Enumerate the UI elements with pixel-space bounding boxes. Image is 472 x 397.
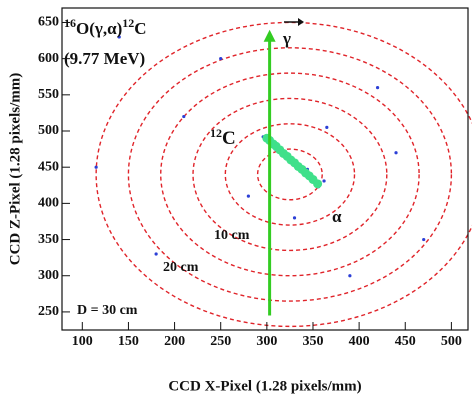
x-tick-label: 250 — [210, 334, 231, 349]
x-tick-label: 400 — [349, 334, 370, 349]
y-tick-label: 400 — [38, 196, 59, 211]
hit-point — [219, 57, 222, 60]
photon-label: γ — [282, 29, 291, 48]
hit-point — [182, 115, 185, 118]
reaction-label: 16O(γ,α)12C — [64, 16, 147, 38]
x-tick-label: 200 — [164, 334, 185, 349]
y-tick-label: 350 — [38, 232, 59, 247]
alpha-label: α — [332, 207, 342, 226]
reaction-text: C — [134, 19, 146, 38]
y-tick-label: 550 — [38, 87, 59, 102]
vector-head — [298, 18, 304, 26]
y-tick-label: 300 — [38, 268, 59, 283]
chart: 16O(γ,α)12C (9.77 MeV) γ 12C α 10 cm 20 … — [0, 0, 472, 397]
hit-point — [325, 126, 328, 129]
y-tick-label: 650 — [38, 15, 59, 30]
y-tick-label: 600 — [38, 51, 59, 66]
hit-point — [95, 166, 98, 169]
x-tick-label: 150 — [118, 334, 139, 349]
y-axis-label: CCD Z-Pixel (1.28 pixels/mm) — [7, 73, 23, 265]
x-tick-label: 450 — [395, 334, 416, 349]
x-tick-label: 350 — [302, 334, 323, 349]
y-tick-label: 500 — [38, 123, 59, 138]
ring-label: D = 30 cm — [77, 303, 138, 318]
y-tick-label: 450 — [38, 159, 59, 174]
vector-arrow — [284, 18, 304, 26]
track-point — [313, 179, 322, 188]
x-tick-label: 500 — [441, 334, 462, 349]
hit-point — [376, 86, 379, 89]
hit-point — [247, 195, 250, 198]
distance-ring — [161, 73, 419, 276]
plot-area — [95, 22, 472, 326]
distance-ring — [96, 22, 472, 326]
hit-point — [155, 252, 158, 255]
superscript: 12 — [210, 126, 222, 140]
hit-point — [322, 179, 325, 182]
hit-point — [293, 216, 296, 219]
ring-label: 10 cm — [214, 228, 250, 243]
carbon-label: 12C — [210, 126, 236, 150]
hit-point — [394, 151, 397, 154]
carbon-text: C — [222, 128, 236, 149]
energy-label: (9.77 MeV) — [64, 49, 145, 68]
x-tick-label: 300 — [256, 334, 277, 349]
superscript: 12 — [122, 16, 134, 30]
beam-arrowhead — [264, 30, 276, 42]
hit-point — [348, 274, 351, 277]
ring-label: 20 cm — [163, 260, 199, 275]
reaction-text: O(γ,α) — [76, 19, 122, 38]
y-tick-label: 250 — [38, 304, 59, 319]
x-axis-label: CCD X-Pixel (1.28 pixels/mm) — [168, 378, 361, 394]
x-tick-label: 100 — [72, 334, 93, 349]
hit-point — [422, 238, 425, 241]
